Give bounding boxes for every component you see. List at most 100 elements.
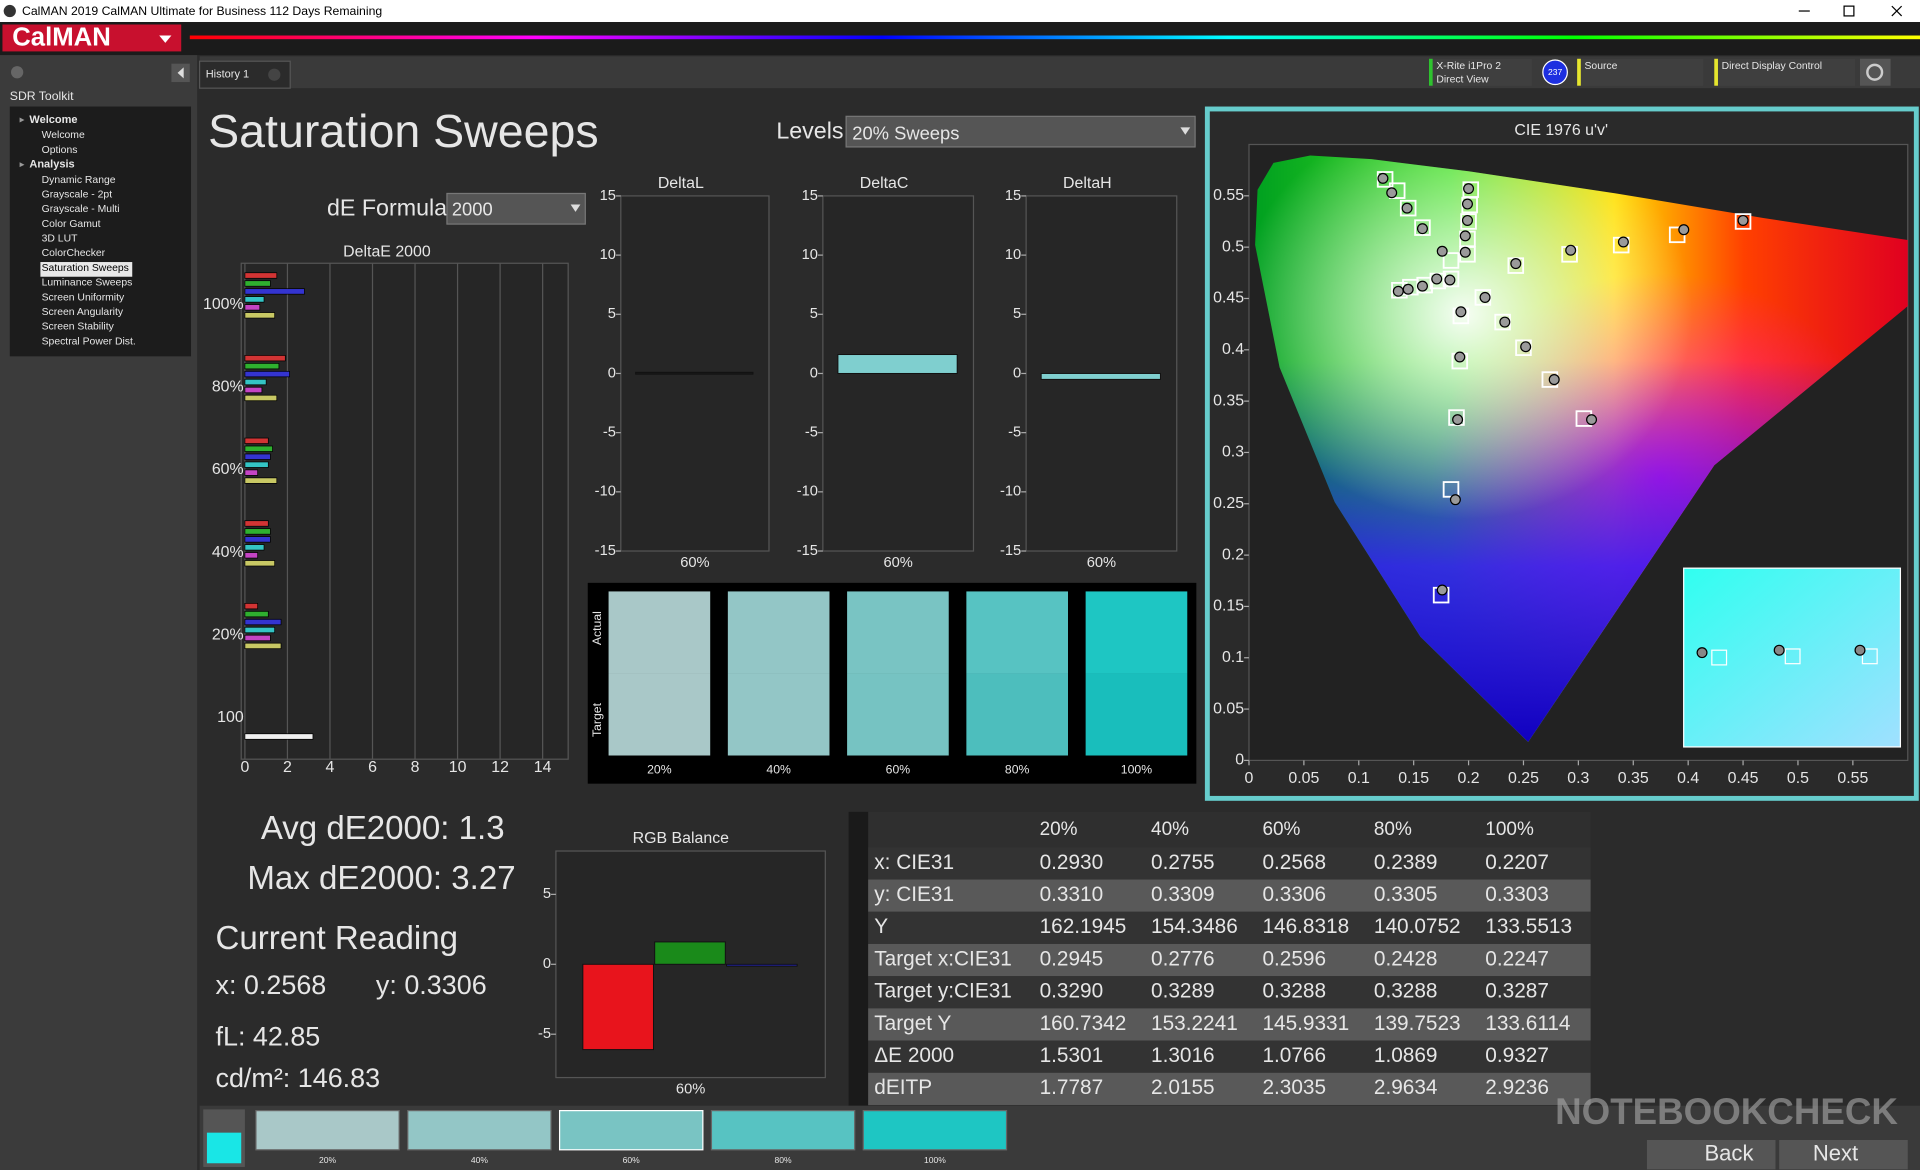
app-icon (3, 4, 16, 18)
sidebar-button[interactable] (11, 66, 24, 79)
table-cell: 2.0155 (1151, 1076, 1215, 1099)
measured-point (1416, 280, 1428, 292)
chart-title: CIE 1976 u'v' (1514, 122, 1608, 139)
tree-item[interactable]: Screen Stability (42, 322, 115, 333)
tree-item[interactable]: Grayscale - 2pt (42, 189, 113, 200)
strip-swatch[interactable] (862, 1110, 1008, 1151)
measured-point (1401, 202, 1413, 214)
table-cell: Y (874, 915, 888, 938)
reading-x: x: 0.2568 (216, 970, 327, 1000)
strip-label: 40% (471, 1155, 489, 1165)
tree-item[interactable]: Luminance Sweeps (42, 278, 133, 289)
x-tick-label: 2 (283, 759, 292, 776)
display-status (1714, 58, 1718, 86)
x-tick-label: 0.5 (1787, 770, 1809, 787)
dropdown-arrow (1180, 127, 1191, 135)
reading-cdm2: cd/m²: 146.83 (216, 1063, 381, 1093)
y-tick-label: -5 (538, 1026, 551, 1042)
measured-point (1463, 183, 1475, 195)
y-tick-label: 0 (543, 956, 551, 972)
formula-value: 2000 (452, 198, 493, 219)
zoom-inset (1683, 567, 1902, 748)
tree-item[interactable]: Saturation Sweeps (42, 263, 129, 274)
y-tick-label: 80% (212, 378, 244, 395)
source-box[interactable] (1577, 58, 1704, 86)
inset-reading (1696, 647, 1708, 659)
table-cell: 140.0752 (1374, 915, 1461, 938)
tree-group: Welcome (29, 114, 77, 126)
table-cell: x: CIE31 (874, 851, 954, 874)
watermark: NOTEBOOKCHECK (1555, 1091, 1898, 1132)
bar (244, 280, 271, 287)
x-tick-label: 60% (883, 555, 912, 571)
logo: CalMAN (12, 23, 111, 51)
measured-point (1459, 230, 1471, 242)
x-tick-label: 0.45 (1728, 770, 1759, 787)
x-tick-label: 10 (449, 759, 467, 776)
strip-swatch[interactable] (255, 1110, 400, 1151)
measured-point (1392, 285, 1404, 297)
meter-badge-icon[interactable] (1542, 59, 1568, 86)
tree-item[interactable]: Color Gamut (42, 219, 101, 230)
y-tick-label: 0.45 (1213, 290, 1244, 307)
measured-point (1444, 274, 1456, 286)
reading-fl: fL: 42.85 (216, 1021, 321, 1051)
strip-swatch[interactable] (407, 1110, 552, 1151)
levels-dropdown[interactable] (845, 115, 1196, 148)
tree-item[interactable]: Screen Uniformity (42, 292, 125, 303)
tree-item[interactable]: Dynamic Range (42, 175, 116, 186)
tree-item[interactable]: 3D LUT (42, 234, 78, 245)
bar (244, 394, 278, 402)
reading-y: y: 0.3306 (376, 970, 487, 1000)
table-cell: 0.2945 (1040, 947, 1104, 970)
x-tick-label: 0.05 (1288, 770, 1319, 787)
tree-panel (9, 106, 192, 357)
tree-item[interactable]: Grayscale - Multi (42, 204, 120, 215)
y-tick-label: -5 (603, 425, 616, 441)
tree-expander[interactable] (19, 162, 25, 168)
back-button[interactable] (1646, 1140, 1776, 1170)
meter-box[interactable] (1428, 58, 1532, 86)
swatch-label: 80% (1005, 762, 1030, 776)
y-tick-label: 0.15 (1213, 598, 1244, 615)
bar (244, 626, 276, 634)
tree-item[interactable]: Spectral Power Dist. (42, 336, 136, 347)
restore-button[interactable] (1843, 5, 1855, 17)
tree-item[interactable]: ColorChecker (42, 248, 106, 259)
strip-swatch[interactable] (558, 1110, 704, 1151)
actual-label: Actual (590, 611, 604, 645)
swatch-label: 20% (647, 762, 672, 776)
next-button[interactable] (1779, 1140, 1908, 1170)
y-tick-label: -15 (595, 543, 616, 559)
color-chip (206, 1132, 242, 1164)
add-tab[interactable] (268, 68, 281, 81)
logo-button[interactable] (2, 24, 182, 52)
y-tick-label: 10 (1005, 247, 1021, 263)
close-button[interactable] (1891, 5, 1903, 17)
tree-item[interactable]: Options (42, 145, 78, 156)
logo-arrow (159, 35, 172, 43)
table-cell: Target Y (874, 1012, 951, 1035)
display-box[interactable] (1714, 58, 1856, 86)
measured-point (1737, 214, 1749, 226)
tree-item[interactable]: Screen Angularity (42, 307, 124, 318)
bar (635, 371, 754, 375)
y-tick-label: 40% (212, 544, 244, 561)
table-cell: 139.7523 (1374, 1012, 1461, 1035)
table-cell: 0.2596 (1262, 947, 1326, 970)
table-header: 80% (1374, 819, 1412, 840)
tree-expander[interactable] (19, 117, 25, 123)
formula-dropdown[interactable] (446, 192, 586, 225)
table-row (868, 1072, 1591, 1105)
chart-title: DeltaC (860, 175, 909, 192)
table-cell: 0.2389 (1374, 851, 1438, 874)
table-row (868, 1008, 1591, 1041)
bar (244, 520, 269, 527)
table-cell: y: CIE31 (874, 883, 954, 906)
table-cell: 0.3309 (1151, 883, 1215, 906)
x-tick-label: 4 (326, 759, 335, 776)
tree-item[interactable]: Welcome (42, 130, 85, 141)
settings-button[interactable] (1860, 58, 1891, 86)
strip-swatch[interactable] (710, 1110, 856, 1151)
table-cell: 2.3035 (1262, 1076, 1326, 1099)
